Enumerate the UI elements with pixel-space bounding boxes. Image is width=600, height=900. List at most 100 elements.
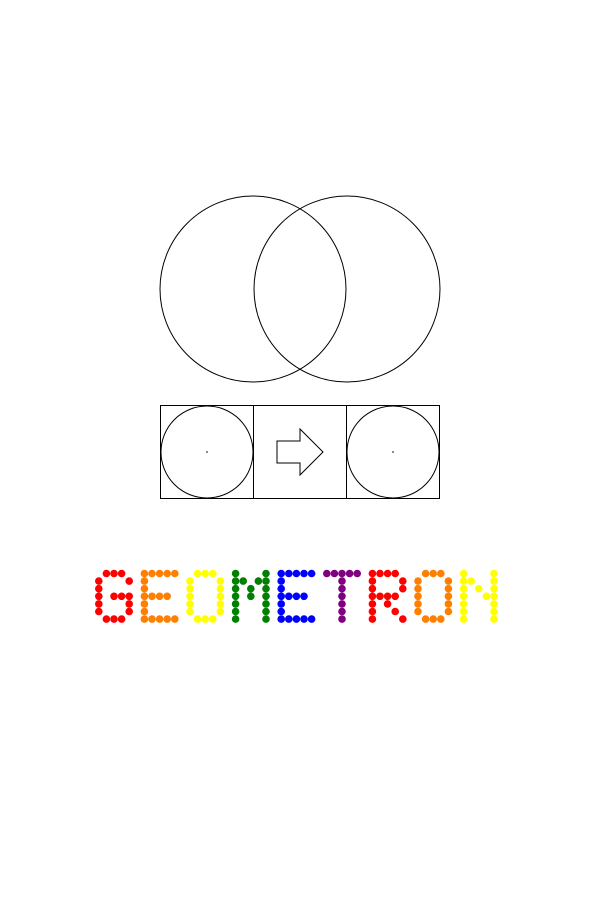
center-dot — [392, 451, 394, 453]
letter-dot — [117, 592, 126, 601]
letter-dot — [459, 600, 468, 608]
letter-dot — [490, 569, 498, 578]
letter-dot — [338, 615, 346, 623]
letter-dot — [186, 584, 194, 593]
letter-dot — [330, 569, 339, 578]
letter-dot — [254, 577, 263, 585]
letter-dot — [429, 569, 438, 578]
letter-dot — [444, 584, 453, 593]
letter-dot — [163, 569, 171, 578]
letter-dot — [155, 592, 164, 601]
letter-dot — [231, 584, 240, 593]
game-title: GEOMETRON — [95, 569, 498, 623]
letter-dot — [467, 577, 476, 585]
letter-dot — [338, 569, 346, 578]
letter-dot — [444, 592, 453, 601]
letter-dot — [383, 600, 392, 608]
letter-dot — [300, 592, 308, 601]
letter-dot — [307, 615, 316, 623]
letter-dot — [475, 584, 483, 593]
letter-dot — [459, 577, 468, 585]
letter-dot — [140, 577, 149, 585]
letter-dot — [285, 569, 293, 578]
letter-dot — [186, 607, 194, 616]
letter-dot — [391, 592, 400, 601]
letter-dot — [209, 569, 217, 578]
letter-dot — [148, 615, 156, 623]
letter-dot — [376, 569, 384, 578]
title-letter: O — [186, 569, 225, 623]
letter-dot — [323, 569, 331, 578]
letter-dot — [429, 615, 438, 623]
letter-dot — [102, 615, 111, 623]
letter-dot — [437, 615, 445, 623]
cell-circle — [160, 405, 254, 499]
letter-dot — [376, 592, 384, 601]
title-letter: O — [414, 569, 453, 623]
letter-dot — [368, 577, 377, 585]
letter-dot — [285, 592, 293, 601]
letter-dot — [95, 600, 103, 608]
letter-dot — [155, 615, 164, 623]
letter-dot — [262, 600, 270, 608]
letter-dot — [414, 577, 422, 585]
letter-dot — [216, 607, 225, 616]
letter-dot — [368, 584, 377, 593]
letter-dot — [277, 584, 286, 593]
letter-dot — [110, 569, 118, 578]
letter-dot — [247, 592, 255, 601]
letter-dot — [231, 607, 240, 616]
title-letter: M — [231, 569, 270, 623]
letter-dot — [193, 615, 202, 623]
letter-dot — [125, 592, 133, 601]
title-letter: N — [459, 569, 498, 623]
title-letter: G — [95, 569, 133, 623]
letter-dot — [216, 600, 225, 608]
letter-dot — [262, 584, 270, 593]
letter-dot — [102, 569, 111, 578]
venn-circle — [159, 195, 347, 383]
letter-dot — [186, 592, 194, 601]
letter-dot — [201, 615, 209, 623]
letter-dot — [383, 592, 392, 601]
letter-dot — [125, 600, 133, 608]
title-letter: E — [277, 569, 316, 623]
letter-dot — [262, 592, 270, 601]
letter-dot — [239, 577, 247, 585]
letter-dot — [140, 607, 149, 616]
letter-dot — [277, 615, 286, 623]
letter-dot — [383, 569, 392, 578]
letter-dot — [262, 577, 270, 585]
letter-dot — [209, 615, 217, 623]
letter-dot — [125, 607, 133, 616]
letter-dot — [399, 584, 407, 593]
letter-dot — [117, 615, 126, 623]
letter-dot — [148, 592, 156, 601]
letter-dot — [345, 569, 354, 578]
title-letter: T — [323, 569, 362, 623]
letter-dot — [368, 592, 377, 601]
letter-dot — [459, 607, 468, 616]
letter-dot — [391, 607, 400, 616]
title-letter: E — [140, 569, 179, 623]
letter-dot — [338, 600, 346, 608]
letter-dot — [155, 569, 164, 578]
letter-dot — [292, 592, 301, 601]
letter-dot — [459, 584, 468, 593]
letter-dot — [444, 607, 453, 616]
letter-dot — [247, 584, 255, 593]
letter-dot — [307, 569, 316, 578]
letter-dot — [368, 607, 377, 616]
letter-dot — [414, 592, 422, 601]
letter-dot — [338, 592, 346, 601]
letter-dot — [490, 615, 498, 623]
letter-dot — [193, 569, 202, 578]
letter-dot — [277, 592, 286, 601]
cell-circle — [346, 405, 440, 499]
letter-dot — [444, 577, 453, 585]
letter-dot — [125, 577, 133, 585]
letter-dot — [414, 600, 422, 608]
letter-dot — [437, 569, 445, 578]
letter-dot — [399, 577, 407, 585]
